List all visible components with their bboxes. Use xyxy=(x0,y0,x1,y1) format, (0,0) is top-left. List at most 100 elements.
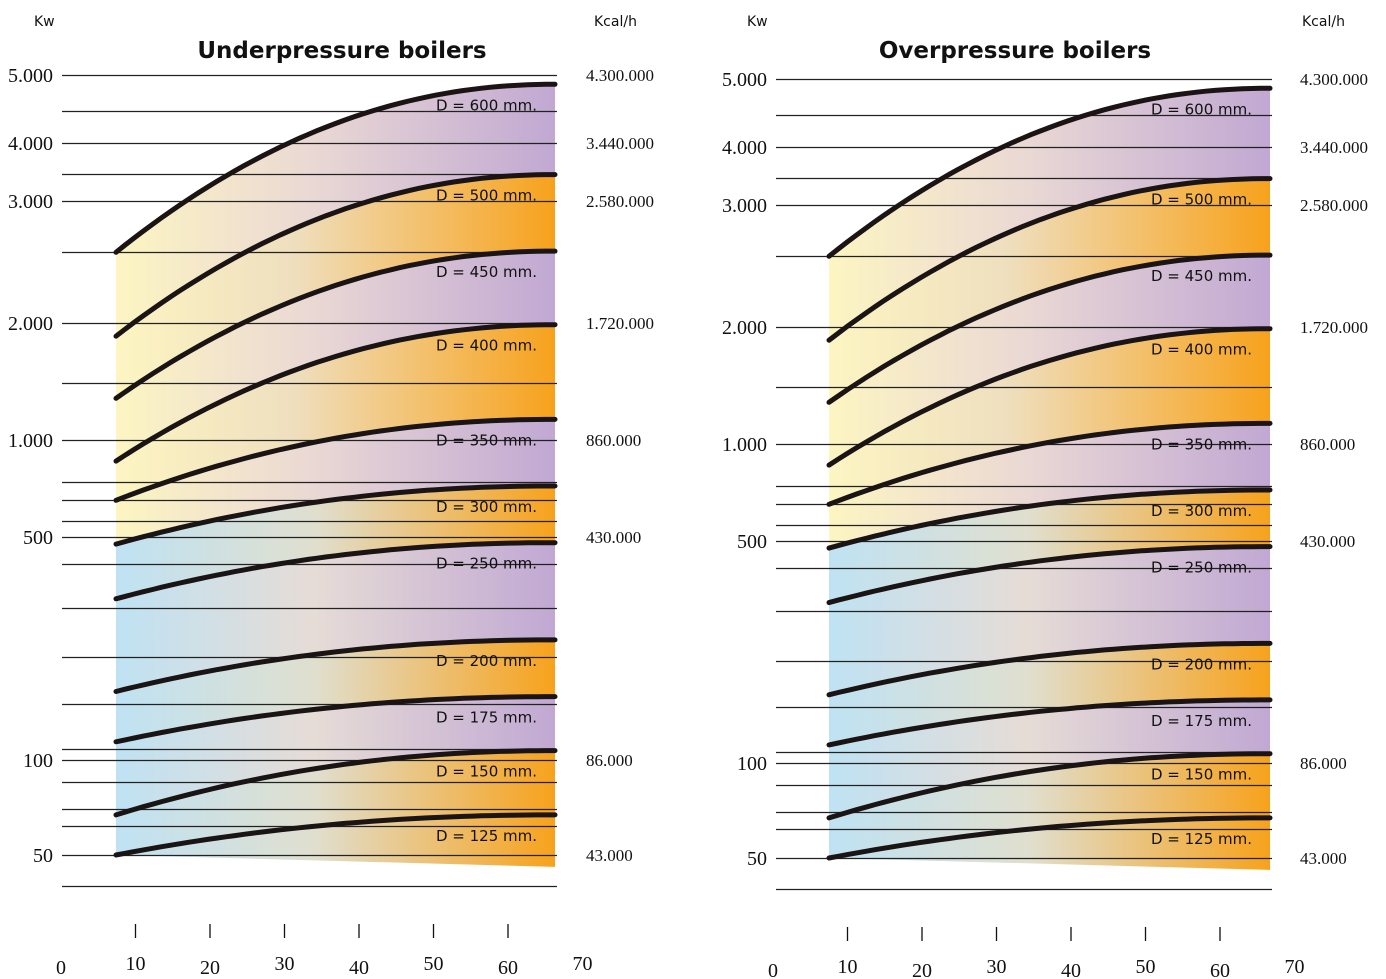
x-ticks: 0 10 20 30 40 50 60 70 xyxy=(56,924,593,979)
y-tick-kw: 3.000 xyxy=(722,195,767,217)
y-tick-kcal: 86.000 xyxy=(586,751,633,770)
x-tick-label: 20 xyxy=(912,960,932,979)
y-tick-kw: 5.000 xyxy=(722,69,767,91)
y-tick-kcal: 2.580.000 xyxy=(586,192,654,211)
series-label: D = 350 mm. xyxy=(436,431,537,449)
x-tick-label: 0 xyxy=(768,960,778,979)
y-tick-kcal: 4.300.000 xyxy=(1300,70,1368,89)
series-label: D = 175 mm. xyxy=(1151,712,1252,730)
y-tick-kcal: 3.440.000 xyxy=(586,134,654,153)
y-tick-kcal: 86.000 xyxy=(1300,754,1347,773)
chart-title: Underpressure boilers xyxy=(197,38,486,64)
series-labels: D = 125 mm. D = 150 mm. D = 175 mm. D = 200… xyxy=(1151,100,1252,848)
curve-125mm xyxy=(826,815,1273,861)
series-label: D = 250 mm. xyxy=(1151,559,1252,577)
x-tick-label: 70 xyxy=(573,953,593,975)
band-300mm xyxy=(829,489,1270,603)
y-tick-kw: 5.000 xyxy=(8,65,53,87)
series-label: D = 150 mm. xyxy=(436,763,537,781)
curve-500mm xyxy=(113,172,558,339)
series-label: D = 350 mm. xyxy=(1151,435,1252,453)
x-tick-label: 30 xyxy=(275,953,295,975)
band-125mm xyxy=(116,814,555,867)
y-tick-kw: 4.000 xyxy=(722,137,767,159)
y-tick-kw: 4.000 xyxy=(8,133,53,155)
x-tick-label: 50 xyxy=(424,953,444,975)
y-tick-kw: 50 xyxy=(747,848,767,870)
y-tick-kw: 3.000 xyxy=(8,191,53,213)
band-400mm xyxy=(116,324,555,501)
curve-350mm xyxy=(113,416,558,503)
x-tick-label: 40 xyxy=(1061,960,1081,979)
y-tick-kcal: 430.000 xyxy=(586,528,641,547)
curves xyxy=(826,85,1273,861)
series-label: D = 400 mm. xyxy=(436,337,537,355)
x-tick-label: 70 xyxy=(1285,956,1305,978)
x-tick-label: 10 xyxy=(838,956,858,978)
y-tick-kw: 1.000 xyxy=(722,434,767,456)
series-label: D = 150 mm. xyxy=(1151,766,1252,784)
x-tick-label: 0 xyxy=(56,957,66,979)
curve-300mm xyxy=(113,483,558,547)
band-300mm xyxy=(116,485,555,599)
series-label: D = 500 mm. xyxy=(436,187,537,205)
y-ticks-kw: 5.000 4.000 3.000 2.000 1.000 500 100 50 xyxy=(722,69,767,870)
x-tick-label: 40 xyxy=(349,957,369,979)
series-label: D = 600 mm. xyxy=(436,96,537,114)
y-tick-kcal: 430.000 xyxy=(1300,532,1355,551)
y-tick-kcal: 43.000 xyxy=(1300,849,1347,868)
curve-500mm xyxy=(826,176,1273,343)
series-label: D = 125 mm. xyxy=(1151,830,1252,848)
y-tick-kcal: 4.300.000 xyxy=(586,66,654,85)
curve-300mm xyxy=(826,487,1273,551)
y-tick-kw: 100 xyxy=(737,753,767,775)
series-label: D = 400 mm. xyxy=(1151,341,1252,359)
series-labels: D = 125 mm. D = 150 mm. D = 175 mm. D = 200… xyxy=(436,96,537,845)
series-label: D = 200 mm. xyxy=(436,652,537,670)
series-label: D = 500 mm. xyxy=(1151,191,1252,209)
x-tick-label: 50 xyxy=(1136,956,1156,978)
right-unit-label: Kcal/h xyxy=(1302,14,1345,30)
y-ticks-kcal: 4.300.000 3.440.000 2.580.000 1.720.000 860.… xyxy=(586,66,654,865)
x-tick-label: 20 xyxy=(200,957,220,979)
curve-400mm xyxy=(826,326,1273,468)
curve-175mm xyxy=(826,697,1273,748)
series-label: D = 600 mm. xyxy=(1151,100,1252,118)
band-500mm xyxy=(829,178,1270,403)
curve-250mm xyxy=(826,544,1273,606)
y-tick-kcal: 43.000 xyxy=(586,846,633,865)
band-500mm xyxy=(116,174,555,399)
curve-450mm xyxy=(826,252,1273,405)
y-tick-kw: 50 xyxy=(33,845,53,867)
series-label: D = 250 mm. xyxy=(436,555,537,573)
band-350mm xyxy=(829,423,1270,549)
series-label: D = 450 mm. xyxy=(1151,267,1252,285)
band-200mm xyxy=(829,643,1270,745)
band-250mm xyxy=(829,546,1270,695)
y-tick-kcal: 860.000 xyxy=(586,431,641,450)
curve-600mm xyxy=(826,85,1273,259)
x-tick-label: 10 xyxy=(126,953,146,975)
series-label: D = 125 mm. xyxy=(436,827,537,845)
curve-350mm xyxy=(826,420,1273,507)
x-tick-label: 60 xyxy=(1210,960,1230,979)
curve-150mm xyxy=(113,748,558,818)
y-tick-kcal: 2.580.000 xyxy=(1300,196,1368,215)
curve-200mm xyxy=(826,640,1273,698)
band-350mm xyxy=(116,419,555,545)
y-tick-kw: 100 xyxy=(23,750,53,772)
curve-150mm xyxy=(826,751,1273,821)
y-tick-kw: 500 xyxy=(737,531,767,553)
curves xyxy=(113,81,558,858)
curve-200mm xyxy=(113,637,558,694)
y-ticks-kcal: 4.300.000 3.440.000 2.580.000 1.720.000 860.… xyxy=(1300,70,1368,868)
y-tick-kw: 1.000 xyxy=(8,430,53,452)
curve-175mm xyxy=(113,694,558,745)
y-tick-kcal: 3.440.000 xyxy=(1300,138,1368,157)
band-150mm xyxy=(116,750,555,855)
x-ticks: 0 10 20 30 40 50 60 70 xyxy=(768,927,1305,979)
y-tick-kw: 2.000 xyxy=(722,317,767,339)
y-tick-kw: 2.000 xyxy=(8,313,53,335)
chart-title: Overpressure boilers xyxy=(879,38,1151,64)
